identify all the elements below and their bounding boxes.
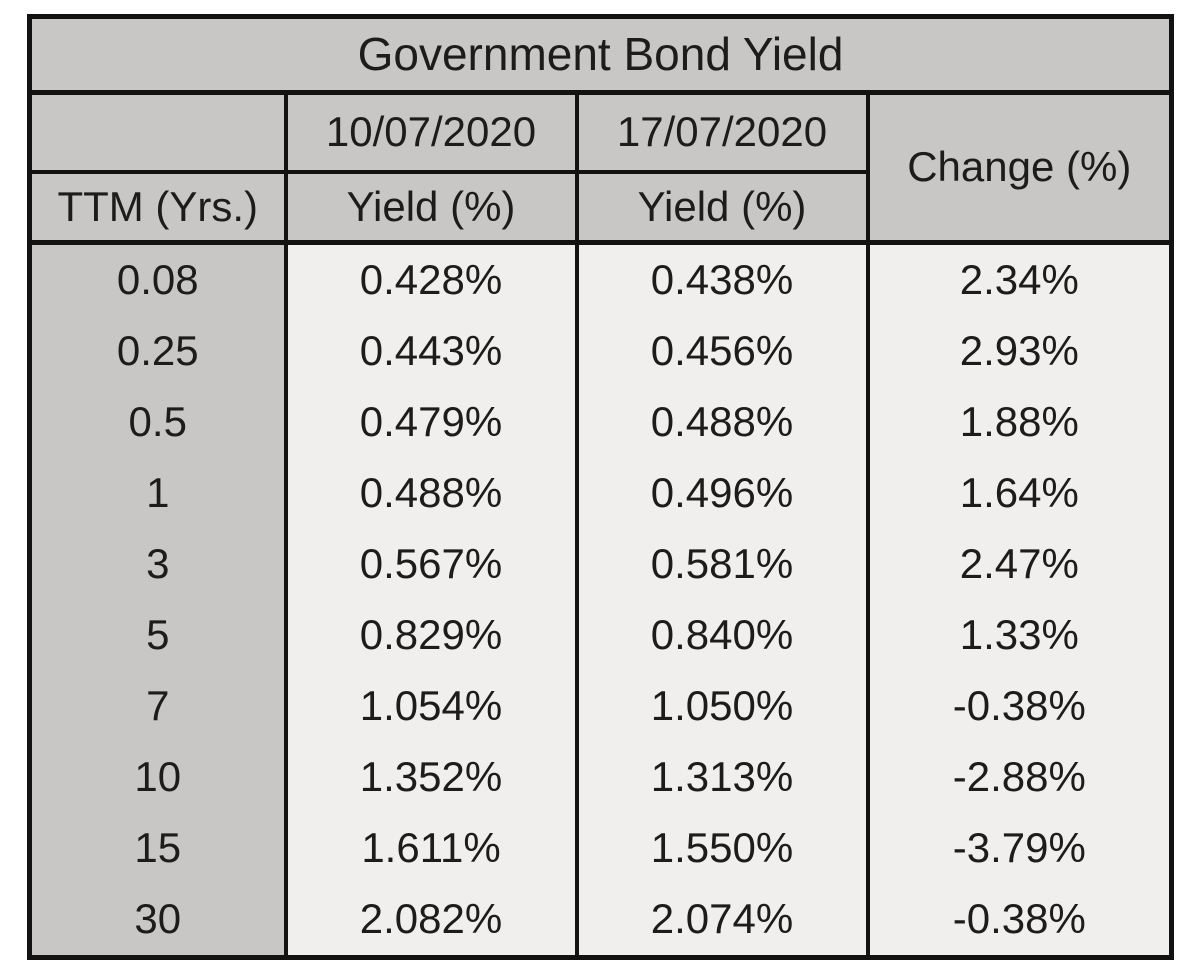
yield-curr-value: 0.488% [574,387,868,458]
change-value: -3.79% [865,813,1172,884]
change-header: Change (%) [865,92,1172,245]
yield-curr-value: 0.438% [574,242,868,316]
yield-curr-value: 0.456% [574,316,868,387]
change-value: -0.38% [865,884,1172,958]
ttm-value: 7 [29,671,286,742]
yield-prev-value: 0.428% [283,242,577,316]
change-value: -2.88% [865,742,1172,813]
yield-curr-value: 1.550% [574,813,868,884]
yield-prev-value: 1.352% [283,742,577,813]
table-row: 0.5 0.479% 0.488% 1.88% [29,387,1172,458]
change-value: 1.64% [865,458,1172,529]
table-row: 1 0.488% 0.496% 1.64% [29,458,1172,529]
change-value: 1.88% [865,387,1172,458]
dates-header-row: 10/07/2020 17/07/2020 Change (%) [29,92,1172,245]
ttm-value: 15 [29,813,286,884]
yield-prev-header: Yield (%) [283,172,577,245]
yield-curr-value: 1.050% [574,671,868,742]
ttm-value: 5 [29,600,286,671]
yield-curr-value: 2.074% [574,884,868,958]
yield-prev-value: 0.488% [283,458,577,529]
yield-prev-value: 0.829% [283,600,577,671]
ttm-header: TTM (Yrs.) [29,172,286,245]
date-curr-header: 17/07/2020 [574,92,868,174]
blank-header-cell [29,92,286,174]
yield-curr-value: 0.581% [574,529,868,600]
yield-header-row: TTM (Yrs.) Yield (%) Yield (%) [29,172,1172,245]
date-prev-header: 10/07/2020 [283,92,577,174]
table-row: 7 1.054% 1.050% -0.38% [29,671,1172,742]
table-row: 3 0.567% 0.581% 2.47% [29,529,1172,600]
yield-curr-value: 1.313% [574,742,868,813]
table-row: 5 0.829% 0.840% 1.33% [29,600,1172,671]
ttm-value: 0.5 [29,387,286,458]
title-row: Government Bond Yield [29,16,1172,95]
table-title: Government Bond Yield [29,16,1172,95]
yield-curr-header: Yield (%) [574,172,868,245]
ttm-value: 0.08 [29,242,286,316]
yield-prev-value: 0.567% [283,529,577,600]
ttm-value: 10 [29,742,286,813]
yield-prev-value: 1.611% [283,813,577,884]
yield-prev-value: 0.443% [283,316,577,387]
table-row: 0.08 0.428% 0.438% 2.34% [29,242,1172,316]
yield-curr-value: 0.840% [574,600,868,671]
government-bond-yield-table: Government Bond Yield 10/07/2020 17/07/2… [27,14,1175,960]
yield-prev-value: 2.082% [283,884,577,958]
ttm-value: 3 [29,529,286,600]
change-value: 1.33% [865,600,1172,671]
change-value: -0.38% [865,671,1172,742]
bond-yield-table: Government Bond Yield 10/07/2020 17/07/2… [27,14,1175,960]
change-value: 2.47% [865,529,1172,600]
yield-prev-value: 0.479% [283,387,577,458]
ttm-value: 30 [29,884,286,958]
table-row: 15 1.611% 1.550% -3.79% [29,813,1172,884]
table-row: 0.25 0.443% 0.456% 2.93% [29,316,1172,387]
change-value: 2.34% [865,242,1172,316]
ttm-value: 0.25 [29,316,286,387]
table-row: 10 1.352% 1.313% -2.88% [29,742,1172,813]
yield-curr-value: 0.496% [574,458,868,529]
ttm-value: 1 [29,458,286,529]
yield-prev-value: 1.054% [283,671,577,742]
change-value: 2.93% [865,316,1172,387]
table-row: 30 2.082% 2.074% -0.38% [29,884,1172,958]
